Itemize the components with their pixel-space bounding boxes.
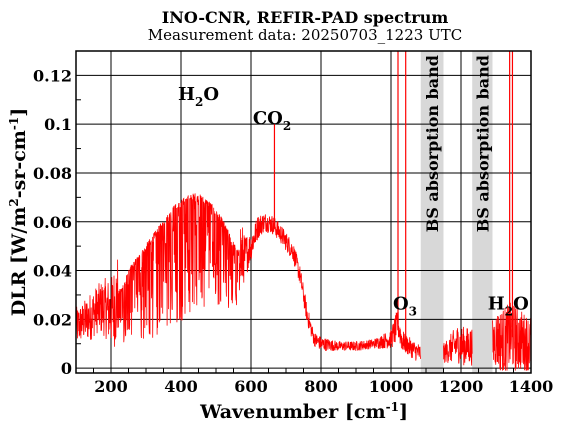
x-axis-label-base: Wavenumber [cm	[199, 401, 386, 423]
annotation-h2o_2-sub: 2	[505, 305, 513, 319]
x-axis-label: Wavenumber [cm-1]	[199, 400, 408, 423]
chart-title: INO-CNR, REFIR-PAD spectrum	[162, 8, 449, 27]
spectrum-line	[75, 193, 532, 371]
y-tick-label-5: 0.1	[44, 115, 72, 134]
x-tick-label-800: 800	[304, 377, 337, 396]
annotation-o3: O3	[393, 294, 417, 319]
band-label-2: BS absorption band	[473, 55, 492, 232]
y-tick-label-2: 0.04	[33, 262, 72, 281]
annotation-h2o_1-tail: O	[203, 84, 219, 105]
y-axis-label-p1: DLR [W/m	[8, 207, 30, 317]
annotation-h2o_2-base: H	[488, 294, 505, 315]
x-tick-label-200: 200	[94, 377, 127, 396]
annotation-co2-base: CO	[253, 108, 283, 129]
absorption-band-2	[472, 51, 493, 373]
y-axis-label-sup1: 2	[7, 198, 21, 206]
absorption-band-1	[420, 51, 444, 373]
annotation-co2-sub: 2	[283, 119, 291, 133]
x-axis-label-close: ]	[399, 401, 408, 423]
x-tick-label-1000: 1000	[369, 377, 414, 396]
y-axis-label-sup2: -1	[7, 117, 21, 130]
plot-frame	[75, 50, 532, 374]
annotation-h2o_2: H2O	[488, 294, 529, 319]
y-tick-label-1: 0.02	[33, 310, 72, 329]
x-tick-label-600: 600	[234, 377, 267, 396]
band-label-1: BS absorption band	[423, 55, 442, 232]
annotation-h2o_2-tail: O	[513, 294, 529, 315]
y-axis-label-p2: -sr-cm	[8, 130, 30, 198]
annotation-co2: CO2	[253, 108, 291, 133]
y-axis-label: DLR [W/m2-sr-cm-1]	[7, 108, 30, 316]
x-tick-label-400: 400	[164, 377, 197, 396]
plot-area: BS absorption band BS absorption band H2O…	[33, 50, 554, 396]
annotation-h2o_1-base: H	[178, 84, 195, 105]
y-tick-label-4: 0.08	[33, 164, 72, 183]
annotation-h2o_1: H2O	[178, 84, 219, 109]
chart-subtitle: Measurement data: 20250703_1223 UTC	[148, 26, 462, 44]
x-tick-label-1200: 1200	[439, 377, 484, 396]
y-axis-label-p3: ]	[8, 108, 30, 117]
x-axis-label-sup: -1	[386, 400, 399, 414]
annotation-h2o_1-sub: 2	[195, 95, 203, 109]
annotation-o3-base: O	[393, 294, 409, 315]
annotation-o3-sub: 3	[409, 305, 417, 319]
y-tick-label-3: 0.06	[33, 213, 72, 232]
y-tick-label-0: 0	[61, 359, 72, 378]
y-tick-label-6: 0.12	[33, 66, 72, 85]
x-tick-label-1400: 1400	[509, 377, 554, 396]
